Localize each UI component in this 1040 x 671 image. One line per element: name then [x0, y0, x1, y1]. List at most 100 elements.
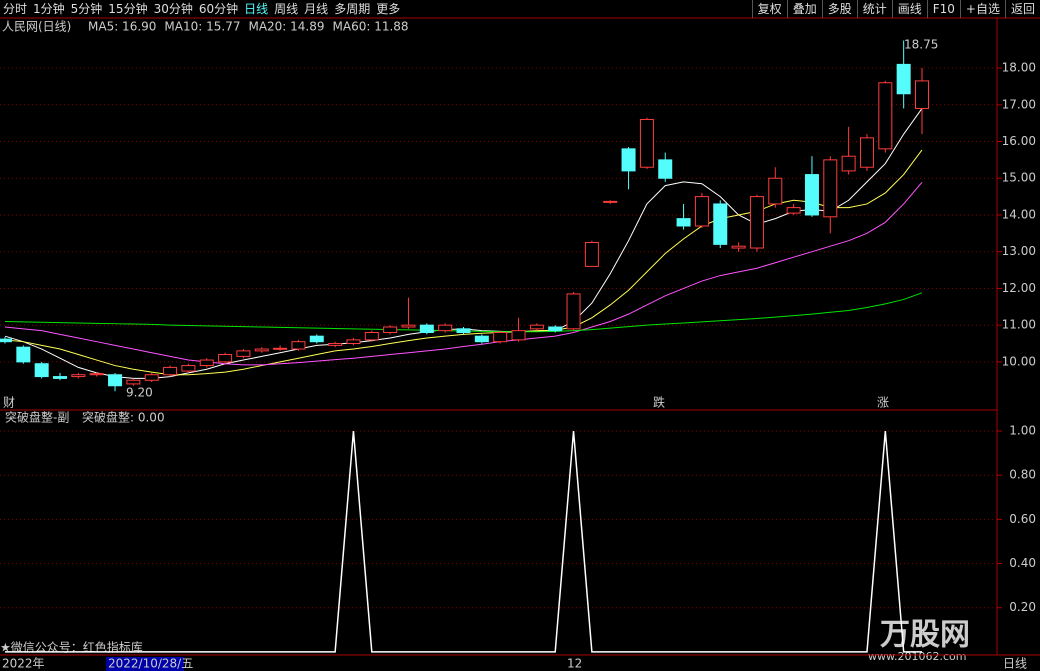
toolbar-button[interactable]: 复权 [751, 0, 787, 18]
toolbar-button[interactable]: 画线 [891, 0, 927, 18]
candle-body [841, 155, 856, 172]
toolbar-button[interactable]: 多股 [821, 0, 857, 18]
chart-title: 人民网(日线) [2, 20, 71, 34]
y-tick-label: 18.00 [1002, 61, 1036, 75]
candle-body [364, 332, 379, 341]
watermark: ★微信公众号：红色指标库 [0, 640, 143, 655]
ma-line [4, 181, 923, 366]
candle-body [603, 200, 618, 203]
toolbar-button[interactable]: 返回 [1004, 0, 1040, 18]
candle-body [566, 293, 581, 330]
candle-body [16, 346, 31, 363]
tab[interactable]: 分时 [3, 2, 28, 16]
candle-body [0, 338, 12, 343]
ma-line [4, 292, 923, 333]
candle-body [731, 245, 746, 249]
legend-entry: MA20: 14.89 [248, 20, 324, 34]
candle-body [456, 328, 471, 334]
candle-body [639, 118, 654, 168]
tab[interactable]: 60分钟 [198, 2, 239, 16]
y-tick-label: 17.00 [1002, 97, 1036, 111]
y-tick-label: 1.00 [1009, 424, 1036, 438]
toolbar-button[interactable]: +自选 [959, 0, 1005, 18]
candle-body [236, 350, 251, 357]
indicator-line [5, 430, 922, 653]
toolbar-button[interactable]: 叠加 [786, 0, 822, 18]
candle-body [915, 80, 929, 109]
candle-body [126, 379, 141, 385]
legend-entry: MA10: 15.77 [164, 20, 240, 34]
candle-body [548, 326, 563, 332]
y-tick-label: 14.00 [1002, 207, 1036, 221]
candle-body [511, 330, 526, 341]
cursor-box [106, 657, 184, 671]
candle-body [786, 207, 801, 214]
candle-body [309, 335, 324, 343]
candle-body [804, 174, 819, 216]
legend-entry: MA60: 11.88 [333, 20, 409, 34]
candle-body [401, 324, 416, 328]
logo-url: www.201062.com [868, 650, 966, 663]
candle-body [823, 159, 838, 218]
ma-line [4, 149, 923, 376]
tab[interactable]: 30分钟 [153, 2, 193, 16]
candle-body [859, 137, 874, 168]
y-tick-label: 0.80 [1009, 468, 1036, 482]
candle-body [254, 348, 269, 352]
candle-body [144, 374, 159, 381]
candle-body [584, 242, 599, 267]
toolbar-button[interactable]: 统计 [856, 0, 892, 18]
tab[interactable]: 多周期 [334, 2, 371, 16]
y-tick-label: 12.00 [1002, 281, 1036, 295]
candle-body [163, 366, 178, 376]
toolbar-buttons: 复权 叠加 多股 统计 画线 F10 +自选 返回 [751, 0, 1040, 18]
y-tick-label: 13.00 [1002, 244, 1036, 258]
tab[interactable]: 更多 [376, 2, 401, 16]
tab[interactable]: 15分钟 [108, 2, 148, 16]
candle-body [383, 326, 398, 334]
toolbar-button[interactable]: F10 [926, 0, 960, 18]
candle-body [71, 374, 86, 378]
candle-body [658, 159, 673, 179]
marker: 涨 [877, 395, 889, 410]
candle-body [34, 363, 49, 378]
tab[interactable]: 日线 [244, 2, 269, 16]
candle-body [273, 347, 288, 350]
candle-body [181, 365, 196, 372]
toolbar: 分时 1分钟 5分钟 15分钟 30分钟 60分钟 日线 周线 月线 多周期 更多 复权 叠加 多股 统计画… [0, 0, 1040, 18]
candle-body [218, 354, 233, 363]
month-label: 12 [567, 657, 582, 671]
candle-body [676, 218, 691, 227]
candle-body [438, 324, 453, 332]
indicator-label: 突破盘整: 0.00 [82, 410, 165, 425]
tab[interactable]: 5分钟 [70, 2, 103, 16]
candle-body [749, 196, 764, 249]
candle-body [529, 324, 544, 330]
y-tick-label: 15.00 [1002, 171, 1036, 185]
y-tick-label: 0.40 [1009, 556, 1036, 570]
candle-body [108, 374, 123, 387]
logo: 万股网 [880, 618, 970, 653]
candle-body [878, 82, 893, 150]
legend-entry: MA5: 16.90 [88, 20, 156, 34]
high-label: 18.75 [904, 38, 938, 52]
candle-body [896, 63, 911, 95]
tab[interactable]: 1分钟 [33, 2, 65, 16]
panel-title: 突破盘整-副 [5, 410, 69, 425]
y-tick-label: 16.00 [1002, 134, 1036, 148]
tab[interactable]: 月线 [304, 2, 329, 16]
y-tick-label: 0.20 [1009, 600, 1036, 614]
low-label: 9.20 [126, 386, 153, 400]
candle-body [199, 359, 214, 367]
y-tick-label: 11.00 [1002, 318, 1036, 332]
candle-body [713, 203, 728, 245]
candle-body [493, 332, 508, 343]
tab[interactable]: 周线 [274, 2, 299, 16]
marker: 跌 [653, 395, 665, 410]
candle-body [694, 196, 709, 227]
candle-body [768, 177, 783, 205]
candle-body [53, 376, 68, 379]
year-label: 2022年 [2, 657, 45, 671]
candle-body [346, 339, 361, 345]
